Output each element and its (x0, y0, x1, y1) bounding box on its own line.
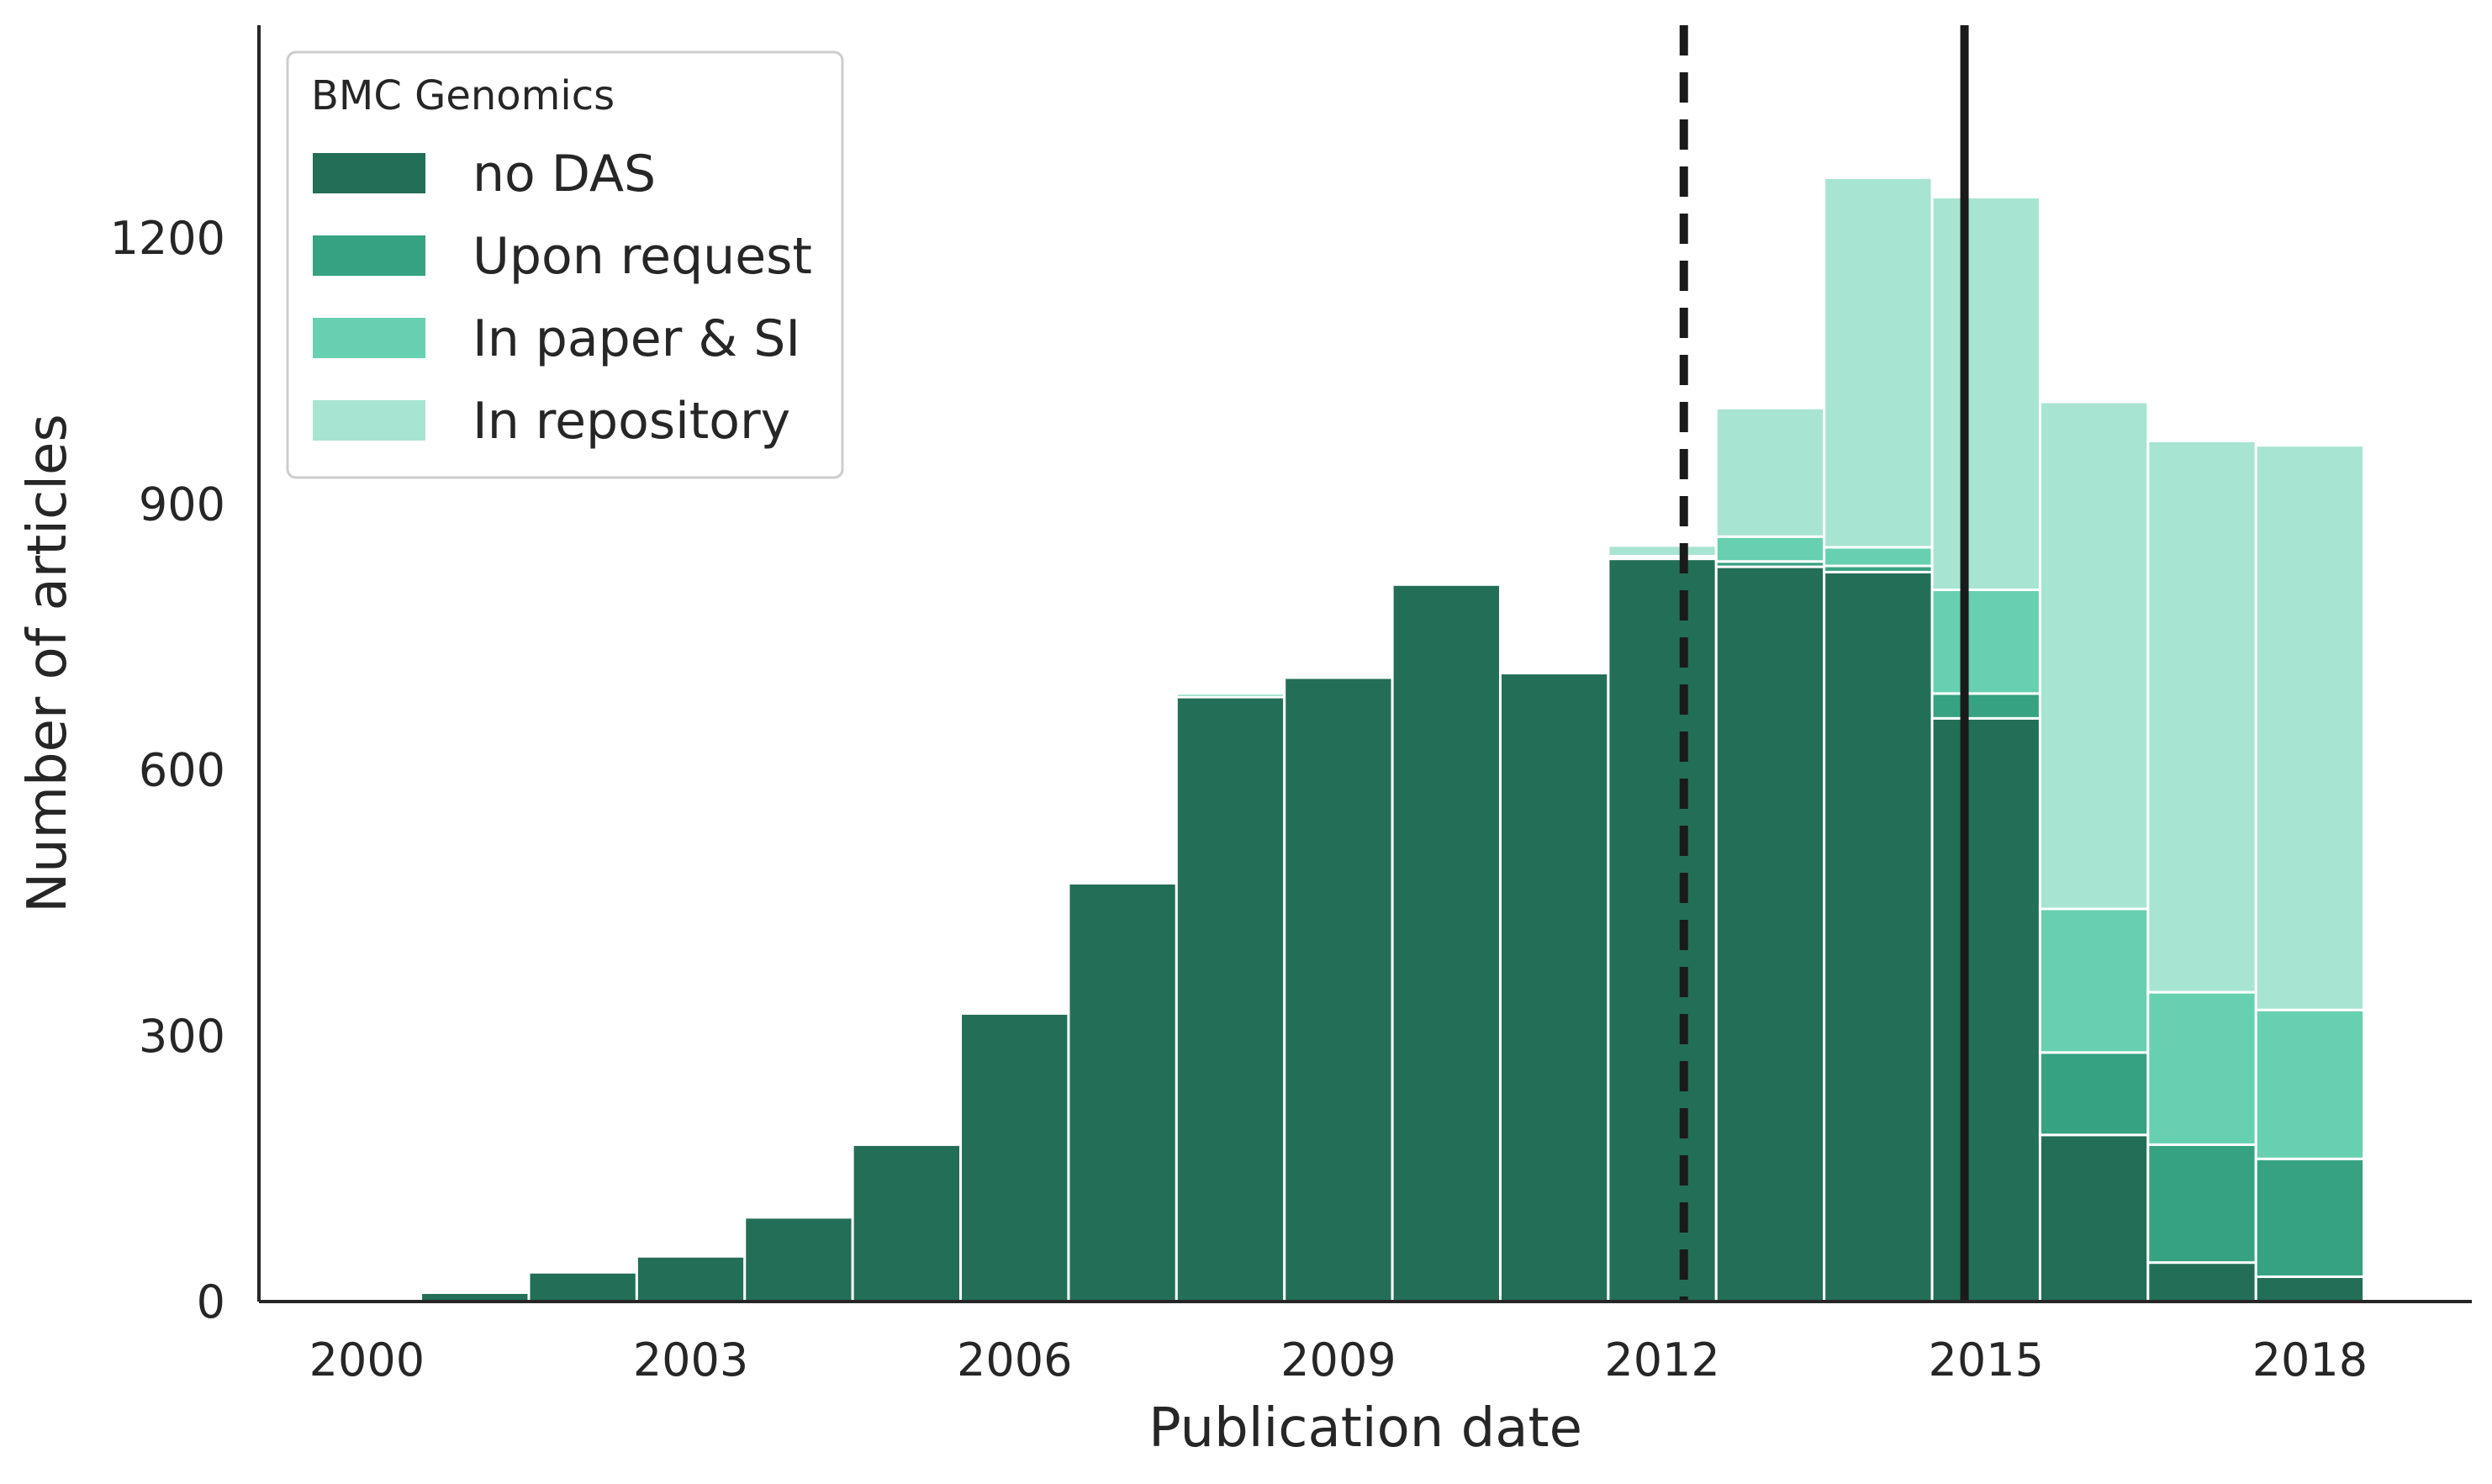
x-tick-label-2003: 2003 (633, 1333, 748, 1386)
bar-no-das-2008 (1283, 676, 1394, 1303)
y-tick-labels: 0 300 600 900 1200 (110, 212, 225, 1328)
bar-upon-request-2014 (1930, 692, 2041, 720)
legend-title: BMC Genomics (311, 72, 615, 119)
bar-no-das-2016 (2146, 1261, 2257, 1303)
bar-no-das-2015 (2038, 1133, 2150, 1303)
x-tick-label-2000: 2000 (309, 1333, 425, 1386)
axes-layer (257, 25, 2472, 1303)
bar-in-repository-2006 (1067, 877, 1178, 882)
x-tick-label-2009: 2009 (1280, 1333, 1396, 1386)
bar-in-paper-si-2016 (2146, 990, 2257, 1146)
bar-in-repository-2008 (1283, 672, 1394, 677)
legend-label-in-paper-si: In paper & SI (473, 309, 800, 368)
legend-label-upon-request: Upon request (473, 227, 812, 286)
bar-no-das-2010 (1498, 672, 1610, 1303)
x-tick-label-2006: 2006 (957, 1333, 1072, 1386)
bar-in-repository-2007 (1175, 690, 1286, 695)
bar-no-das-2007 (1175, 695, 1286, 1303)
bar-in-repository-2016 (2146, 439, 2257, 994)
legend-swatch-upon-request (313, 235, 425, 276)
bar-no-das-2002 (635, 1254, 747, 1303)
bar-upon-request-2015 (2038, 1051, 2150, 1137)
legend-label-no-das: no DAS (473, 145, 656, 203)
legend-entries: no DAS Upon request In paper & SI In reposi… (313, 145, 812, 451)
bar-in-paper-si-2012 (1714, 535, 1826, 563)
x-axis-title: Publication date (1148, 1397, 1582, 1460)
bar-upon-request-2017 (2254, 1157, 2366, 1278)
bar-no-das-2004 (851, 1143, 963, 1303)
bar-upon-request-2016 (2146, 1143, 2257, 1265)
bar-in-paper-si-2014 (1930, 589, 2041, 695)
y-tick-label-600: 600 (139, 744, 225, 797)
bar-no-das-2014 (1930, 716, 2041, 1303)
legend-swatch-no-das (313, 153, 425, 193)
bar-no-das-2006 (1067, 881, 1178, 1303)
bar-in-repository-2009 (1391, 581, 1502, 586)
bar-no-das-2001 (527, 1270, 638, 1303)
legend-frame (286, 50, 844, 479)
legend-swatch-in-repository (313, 400, 425, 441)
y-tick-label-0: 0 (197, 1275, 225, 1328)
bar-no-das-2011 (1607, 557, 1718, 1303)
legend-swatch-in-paper-si (313, 318, 425, 358)
x-tick-labels: 2000 2003 2006 2009 2012 2015 2018 (309, 1333, 2368, 1386)
bar-in-repository-2011 (1607, 544, 1718, 557)
y-tick-label-900: 900 (139, 478, 225, 531)
y-tick-label-300: 300 (139, 1010, 225, 1063)
x-tick-label-2015: 2015 (1929, 1333, 2044, 1386)
bar-no-das-2012 (1714, 565, 1826, 1303)
legend: BMC Genomics no DAS Upon request In paper … (286, 50, 844, 479)
bars-layer (420, 176, 2366, 1303)
bar-in-repository-2015 (2038, 400, 2150, 911)
bar-no-das-2013 (1823, 570, 1934, 1303)
bar-in-paper-si-2017 (2254, 1008, 2366, 1160)
bar-in-repository-2014 (1930, 196, 2041, 592)
bar-in-repository-2017 (2254, 444, 2366, 1011)
bar-in-repository-2012 (1714, 406, 1826, 538)
bar-in-paper-si-2013 (1823, 546, 1934, 568)
bar-in-paper-si-2015 (2038, 907, 2150, 1054)
bar-no-das-2017 (2254, 1275, 2366, 1303)
x-tick-label-2012: 2012 (1604, 1333, 1719, 1386)
bar-in-repository-2013 (1823, 176, 1934, 549)
y-tick-label-1200: 1200 (110, 212, 225, 265)
legend-label-in-repository: In repository (473, 392, 790, 451)
bar-no-das-2009 (1391, 583, 1502, 1303)
bar-no-das-2005 (959, 1011, 1070, 1303)
reference-lines-layer (1679, 25, 1969, 1302)
y-axis-title: Number of articles (17, 414, 79, 913)
x-tick-label-2018: 2018 (2252, 1333, 2368, 1386)
bar-no-das-2003 (743, 1216, 854, 1303)
